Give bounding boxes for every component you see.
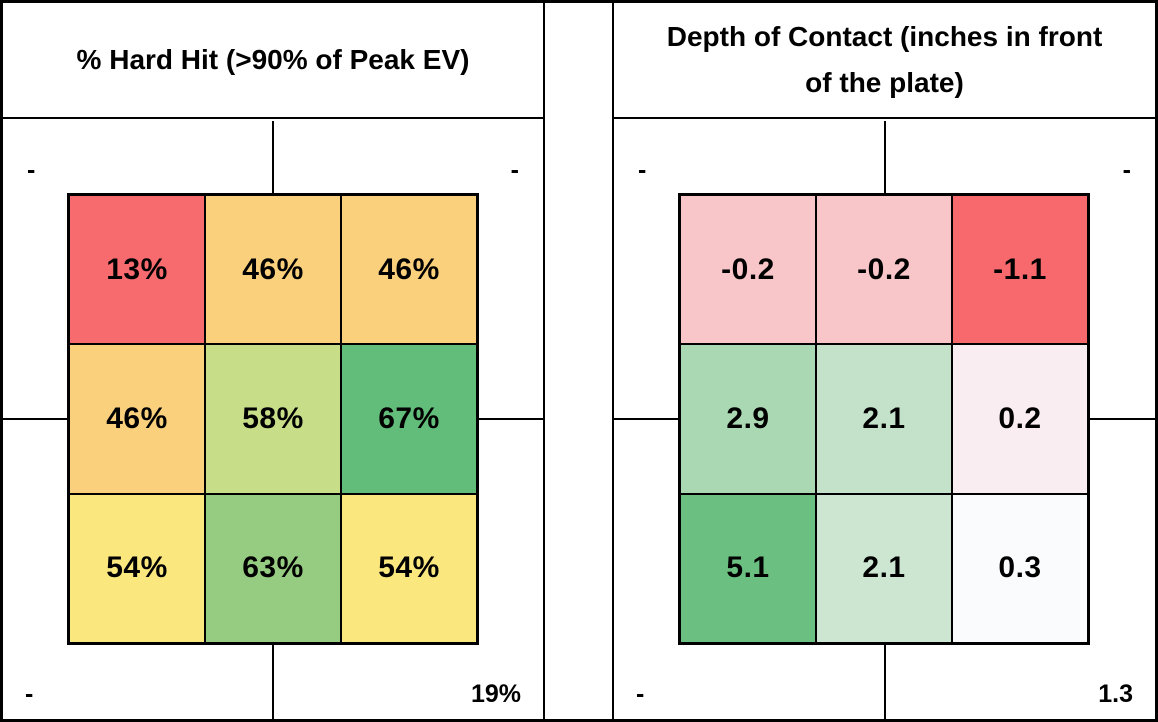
- heatmap-cell: 63%: [205, 493, 341, 643]
- heatmap-cell: 54%: [69, 493, 205, 643]
- depth-of-contact-title: Depth of Contact (inches in front of the…: [614, 3, 1155, 119]
- zone-midline-left: [3, 418, 67, 420]
- heatmap-cell: 0.2: [952, 344, 1088, 494]
- zone-midline-right: [479, 418, 543, 420]
- heatmap-cell: 67%: [341, 344, 477, 494]
- heatmap-cell: 2.1: [816, 344, 952, 494]
- heatmap-cell: 54%: [341, 493, 477, 643]
- heatmap-cell: 58%: [205, 344, 341, 494]
- heatmap-cell: -0.2: [680, 195, 816, 345]
- corner-value-top-right: -: [510, 156, 519, 184]
- panel-divider-gutter: [545, 3, 612, 719]
- zone-midline-right: [1090, 418, 1155, 420]
- heatmap-cell: 0.3: [952, 493, 1088, 643]
- zone-centerline-top: [883, 121, 886, 193]
- depth-of-contact-heatmap-grid: -0.2 -0.2 -1.1 2.9 2.1 0.2 5.1 2.1 0.3: [678, 193, 1090, 645]
- zone-midline-left: [614, 418, 678, 420]
- heatmap-cell: -1.1: [952, 195, 1088, 345]
- corner-value-bottom-left: -: [25, 680, 34, 708]
- corner-row-top: - -: [614, 121, 1155, 185]
- corner-row-bottom: - 19%: [3, 645, 543, 709]
- hard-hit-heatmap-grid: 13% 46% 46% 46% 58% 67% 54% 63% 54%: [67, 193, 479, 645]
- panel-depth-of-contact: Depth of Contact (inches in front of the…: [612, 3, 1155, 719]
- zone-centerline-bottom: [272, 645, 274, 719]
- corner-value-bottom-right: 19%: [470, 680, 521, 708]
- corner-value-bottom-right: 1.3: [1098, 680, 1133, 708]
- panel-hard-hit: % Hard Hit (>90% of Peak EV) - - - 19% 1…: [3, 3, 545, 719]
- heatmap-cell: 2.9: [680, 344, 816, 494]
- corner-value-bottom-left: -: [636, 680, 645, 708]
- heatmap-cell: 46%: [205, 195, 341, 345]
- hard-hit-body: - - - 19% 13% 46% 46% 46% 58% 67% 54% 63% 54%: [3, 121, 543, 719]
- heatmap-cell: 13%: [69, 195, 205, 345]
- heatmap-cell: 46%: [341, 195, 477, 345]
- corner-value-top-left: -: [638, 156, 647, 184]
- heatmap-cell: 5.1: [680, 493, 816, 643]
- heatmap-cell: 2.1: [816, 493, 952, 643]
- heatmap-cell: 46%: [69, 344, 205, 494]
- zone-centerline-top: [272, 121, 274, 193]
- depth-of-contact-body: - - - 1.3 -0.2 -0.2 -1.1 2.9 2.1 0.2 5.1 2.1 0.3: [614, 121, 1155, 719]
- zone-centerline-bottom: [883, 645, 886, 719]
- corner-value-top-left: -: [27, 156, 36, 184]
- corner-row-top: - -: [3, 121, 543, 185]
- hard-hit-title: % Hard Hit (>90% of Peak EV): [3, 3, 543, 119]
- heatmap-cell: -0.2: [816, 195, 952, 345]
- corner-value-top-right: -: [1122, 156, 1131, 184]
- corner-row-bottom: - 1.3: [614, 645, 1155, 709]
